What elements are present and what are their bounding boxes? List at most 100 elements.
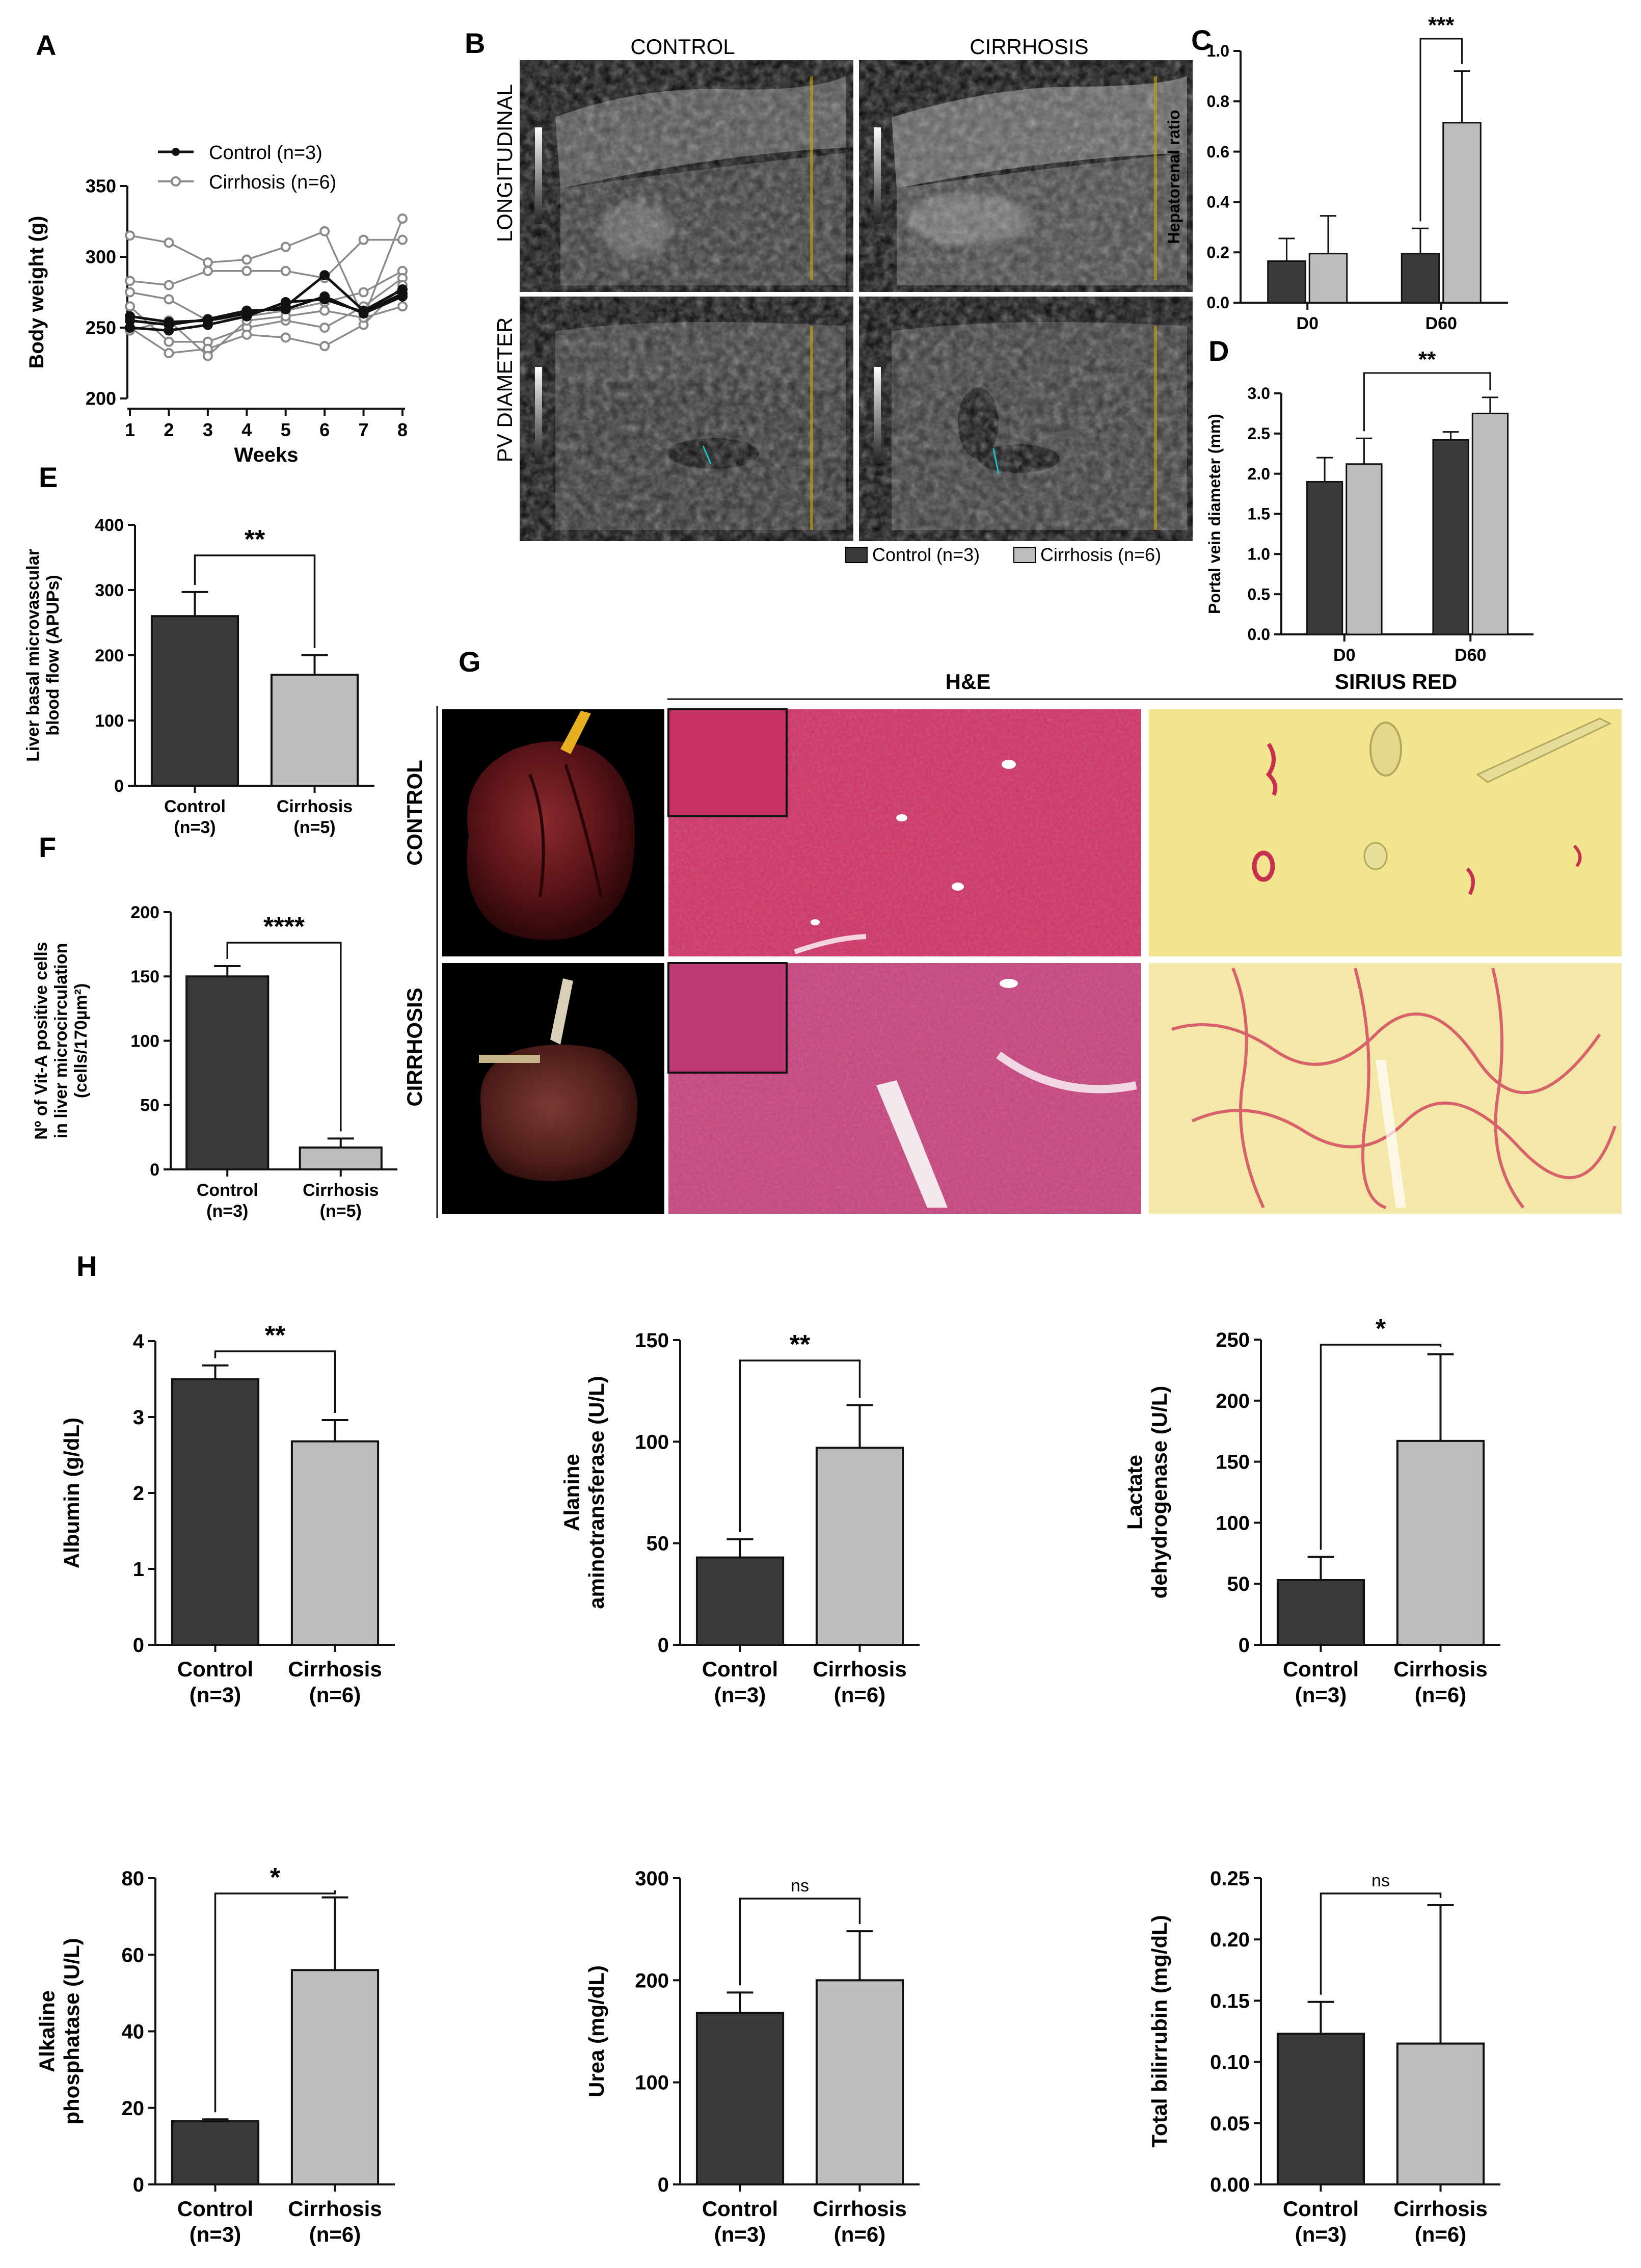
panel-letter-f: F	[39, 831, 56, 863]
histo-col-label-sirius: SIRIUS RED	[1335, 670, 1457, 693]
chart-body-weight: 200 250 300 350 1 2 3 4 5 6 7 8 Weeks Body weight (g)…	[25, 142, 408, 466]
bar-cirrhosis	[1396, 2042, 1485, 2186]
data-point-cirrhosis	[280, 242, 291, 252]
panel-letter-c: C	[1191, 24, 1212, 56]
y-tick-label: 400	[95, 516, 124, 535]
x-axis-label: Weeks	[234, 444, 298, 466]
y-tick-label: 1.5	[1248, 505, 1270, 523]
y-tick-label: 1	[133, 1558, 144, 1581]
y-tick-label: 300	[95, 581, 124, 600]
legend-label-cirrhosis: Cirrhosis (n=6)	[1040, 544, 1161, 565]
y-axis-label-line: Alkaline	[35, 1990, 59, 2072]
bar-cirrhosis	[1471, 412, 1509, 635]
x-tick-label: Control	[1283, 2197, 1359, 2221]
y-tick-label: 3	[133, 1406, 144, 1429]
y-axis-label: Alkaline phosphatase (U/L)	[35, 1938, 84, 2124]
y-tick-label: 200	[1216, 1390, 1250, 1412]
y-tick-label: 0.8	[1207, 92, 1229, 111]
x-tick-label: 2	[164, 419, 174, 440]
legend-marker-control	[172, 148, 180, 156]
y-axis-label-line: Lactate	[1123, 1455, 1147, 1530]
histology-panel: H&E SIRIUS RED CONTROL CIRRHOSIS	[402, 670, 1623, 1218]
data-point-cirrhosis	[319, 341, 330, 352]
x-tick-label: Control	[177, 2197, 253, 2221]
y-tick-label: 200	[86, 388, 116, 409]
bar-cirrhosis	[815, 1979, 904, 2185]
y-axis-label: Alanine aminotransferase (U/L)	[560, 1376, 608, 1609]
chart-vit-a-cells: 0 50 100 150 200 Nº of Vit-A positive cells in…	[32, 903, 397, 1221]
panel-letter-e: E	[39, 461, 58, 493]
micrograph-he-cirrhosis	[667, 962, 1141, 1214]
significance-label: ns	[791, 1876, 809, 1896]
series-line-cirrhosis	[129, 305, 403, 357]
significance-label: *	[1376, 1314, 1386, 1344]
y-tick-label: 80	[122, 1867, 145, 1890]
y-tick-label: 100	[635, 1431, 669, 1453]
x-tick-label: 5	[281, 419, 291, 440]
y-tick-label: 2.5	[1248, 424, 1270, 443]
data-point-cirrhosis	[358, 234, 369, 245]
y-axis-label-line: blood flow (APUPs)	[43, 575, 63, 735]
us-row-label-pv-diameter: PV DIAMETER	[493, 317, 517, 463]
significance-bracket	[214, 1890, 336, 2113]
us-col-label-cirrhosis: CIRRHOSIS	[970, 35, 1088, 59]
bar-control	[1276, 2033, 1365, 2186]
bar-cirrhosis	[815, 1447, 904, 1646]
bar-control	[1432, 439, 1469, 635]
significance-label: **	[1418, 347, 1436, 372]
y-tick-label: 3.0	[1248, 384, 1270, 403]
shared-legend: Control (n=3) Cirrhosis (n=6)	[845, 544, 1161, 565]
x-tick-label: (n=3)	[174, 818, 216, 837]
data-point-cirrhosis	[125, 287, 135, 298]
y-tick-label: 50	[647, 1533, 669, 1555]
y-tick-label: 150	[1216, 1451, 1250, 1474]
bar-control	[1306, 481, 1343, 635]
x-tick-label: D0	[1297, 314, 1319, 333]
legend-label-cirrhosis: Cirrhosis (n=6)	[209, 172, 336, 193]
data-point-cirrhosis	[125, 301, 135, 312]
x-tick-label: (n=3)	[206, 1202, 248, 1221]
bar-cirrhosis	[290, 1969, 380, 2186]
y-tick-label: 300	[86, 247, 116, 268]
significance-bracket	[214, 1350, 336, 1413]
bar-cirrhosis	[1346, 463, 1383, 635]
data-point-cirrhosis	[125, 276, 135, 286]
y-tick-label: 1.0	[1207, 42, 1229, 60]
x-tick-label: 8	[397, 419, 408, 440]
y-axis-label: Urea (mg/dL)	[584, 1965, 608, 2097]
legend-label-control: Control (n=3)	[209, 142, 322, 164]
data-point-cirrhosis	[202, 351, 213, 361]
data-point-cirrhosis	[202, 265, 213, 276]
chart-total-bilirubin: 0.00 0.05 0.10 0.15 0.20 0.25 Total bilirrubin…	[1147, 1867, 1500, 2246]
x-tick-label: Cirrhosis	[813, 2197, 906, 2221]
y-tick-label: 0	[1239, 1634, 1250, 1657]
data-point-cirrhosis	[164, 336, 174, 347]
data-point-control	[164, 319, 174, 330]
panel-letter-b: B	[465, 27, 485, 59]
data-point-cirrhosis	[319, 323, 330, 333]
data-point-cirrhosis	[202, 257, 213, 268]
y-tick-label: 4	[133, 1330, 145, 1353]
bar-cirrhosis	[1396, 1439, 1485, 1646]
x-tick-label: Cirrhosis	[277, 797, 353, 816]
chart-albumin: 0 1 2 3 4 Albumin (g/dL) Control(n=3) Cirrhosis…	[60, 1321, 395, 1706]
data-point-cirrhosis	[397, 213, 408, 224]
y-tick-label: 2.0	[1248, 465, 1270, 483]
y-tick-label: 0.10	[1210, 2051, 1250, 2074]
data-point-cirrhosis	[241, 265, 252, 276]
y-axis-label-line: Body weight (g)	[25, 216, 48, 369]
data-point-control	[397, 291, 408, 302]
x-tick-label: Control	[702, 1657, 778, 1681]
data-point-cirrhosis	[164, 237, 174, 248]
us-image-cirrhosis-pv	[859, 297, 1193, 541]
y-tick-label: 0.2	[1207, 243, 1229, 261]
panel-letter-h: H	[76, 1250, 97, 1282]
y-tick-label: 0.4	[1207, 193, 1230, 211]
significance-bracket	[739, 1898, 861, 1986]
y-axis-label-line: dehydrogenase (U/L)	[1147, 1386, 1171, 1599]
data-point-cirrhosis	[164, 348, 174, 359]
bar-control	[150, 615, 239, 787]
y-tick-label: 300	[635, 1867, 669, 1890]
y-tick-label: 50	[140, 1096, 159, 1115]
y-tick-label: 0	[658, 1634, 669, 1657]
